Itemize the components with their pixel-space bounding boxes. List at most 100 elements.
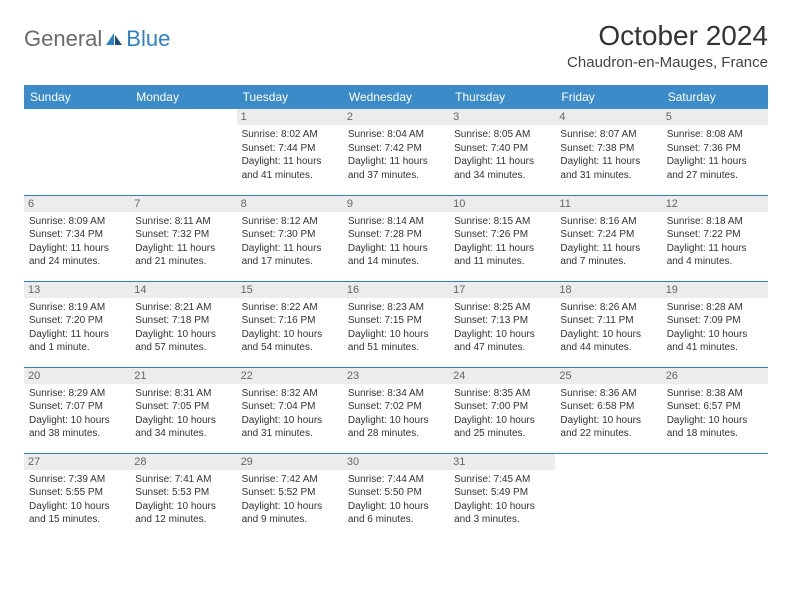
daylight-text: Daylight: 10 hours and 57 minutes. (135, 328, 231, 355)
day-number: 29 (237, 454, 343, 470)
sunset-text: Sunset: 5:50 PM (348, 486, 444, 500)
daylight-text: Daylight: 11 hours and 21 minutes. (135, 242, 231, 269)
sunrise-text: Sunrise: 8:08 AM (667, 128, 763, 142)
daylight-text: Daylight: 10 hours and 25 minutes. (454, 414, 550, 441)
sunset-text: Sunset: 7:30 PM (242, 228, 338, 242)
sunset-text: Sunset: 7:36 PM (667, 142, 763, 156)
calendar-day-cell: 3Sunrise: 8:05 AMSunset: 7:40 PMDaylight… (449, 109, 555, 195)
daylight-text: Daylight: 10 hours and 44 minutes. (560, 328, 656, 355)
daylight-text: Daylight: 10 hours and 28 minutes. (348, 414, 444, 441)
sunset-text: Sunset: 7:00 PM (454, 400, 550, 414)
daylight-text: Daylight: 11 hours and 14 minutes. (348, 242, 444, 269)
sunset-text: Sunset: 5:49 PM (454, 486, 550, 500)
calendar-body: 1 Sunrise: 8:02 AMSunset: 7:44 PMDaylight… (24, 109, 768, 539)
day-number: 16 (343, 282, 449, 298)
sunrise-text: Sunrise: 8:23 AM (348, 301, 444, 315)
calendar-day-cell: 14Sunrise: 8:21 AMSunset: 7:18 PMDayligh… (130, 281, 236, 367)
day-info: Sunrise: 8:35 AMSunset: 7:00 PMDaylight:… (454, 387, 550, 441)
day-number: 15 (237, 282, 343, 298)
day-number: 13 (24, 282, 130, 298)
day-number: 10 (449, 196, 555, 212)
brand-logo: General Blue (24, 20, 170, 52)
day-number: 5 (662, 109, 768, 125)
sunrise-text: Sunrise: 8:19 AM (29, 301, 125, 315)
calendar-day-cell: 7Sunrise: 8:11 AMSunset: 7:32 PMDaylight… (130, 195, 236, 281)
sunrise-text: Sunrise: 8:04 AM (348, 128, 444, 142)
sunset-text: Sunset: 7:28 PM (348, 228, 444, 242)
calendar-day-cell: 24 Sunrise: 8:35 AMSunset: 7:00 PMDayligh… (449, 367, 555, 453)
sunrise-text: Sunrise: 8:28 AM (667, 301, 763, 315)
calendar-day-cell: 26Sunrise: 8:38 AMSunset: 6:57 PMDayligh… (662, 367, 768, 453)
calendar-day-cell: 15Sunrise: 8:22 AMSunset: 7:16 PMDayligh… (237, 281, 343, 367)
daylight-text: Daylight: 10 hours and 6 minutes. (348, 500, 444, 527)
day-info: Sunrise: 8:19 AMSunset: 7:20 PMDaylight:… (29, 301, 125, 355)
calendar-empty-cell (555, 453, 661, 539)
day-info: Sunrise: 8:15 AMSunset: 7:26 PMDaylight:… (454, 215, 550, 269)
sunset-text: Sunset: 7:09 PM (667, 314, 763, 328)
day-number: 20 (24, 368, 130, 384)
day-number: 11 (555, 196, 661, 212)
calendar-day-cell: 22Sunrise: 8:32 AMSunset: 7:04 PMDayligh… (237, 367, 343, 453)
sunrise-text: Sunrise: 7:44 AM (348, 473, 444, 487)
weekday-header: Friday (555, 85, 661, 109)
day-number: 6 (24, 196, 130, 212)
sunset-text: Sunset: 7:07 PM (29, 400, 125, 414)
sunrise-text: Sunrise: 8:05 AM (454, 128, 550, 142)
sunset-text: Sunset: 7:22 PM (667, 228, 763, 242)
calendar-day-cell: 12Sunrise: 8:18 AMSunset: 7:22 PMDayligh… (662, 195, 768, 281)
sunrise-text: Sunrise: 8:34 AM (348, 387, 444, 401)
daylight-text: Daylight: 10 hours and 47 minutes. (454, 328, 550, 355)
day-info: Sunrise: 8:05 AMSunset: 7:40 PMDaylight:… (454, 128, 550, 182)
day-info: Sunrise: 7:45 AMSunset: 5:49 PMDaylight:… (454, 473, 550, 527)
day-number: 24 (449, 368, 555, 384)
sunrise-text: Sunrise: 8:18 AM (667, 215, 763, 229)
day-number: 17 (449, 282, 555, 298)
day-info: Sunrise: 8:31 AMSunset: 7:05 PMDaylight:… (135, 387, 231, 441)
sunset-text: Sunset: 5:55 PM (29, 486, 125, 500)
sunset-text: Sunset: 5:53 PM (135, 486, 231, 500)
day-info: Sunrise: 8:28 AMSunset: 7:09 PMDaylight:… (667, 301, 763, 355)
calendar-day-cell: 8Sunrise: 8:12 AMSunset: 7:30 PMDaylight… (237, 195, 343, 281)
daylight-text: Daylight: 10 hours and 9 minutes. (242, 500, 338, 527)
day-number: 18 (555, 282, 661, 298)
sunrise-text: Sunrise: 8:36 AM (560, 387, 656, 401)
sunrise-text: Sunrise: 8:12 AM (242, 215, 338, 229)
calendar-day-cell: 27Sunrise: 7:39 AMSunset: 5:55 PMDayligh… (24, 453, 130, 539)
sunrise-text: Sunrise: 8:25 AM (454, 301, 550, 315)
daylight-text: Daylight: 11 hours and 11 minutes. (454, 242, 550, 269)
day-info: Sunrise: 8:12 AMSunset: 7:30 PMDaylight:… (242, 215, 338, 269)
logo-text-blue: Blue (126, 26, 170, 52)
daylight-text: Daylight: 11 hours and 37 minutes. (348, 155, 444, 182)
calendar-empty-cell (24, 109, 130, 195)
calendar-table: SundayMondayTuesdayWednesdayThursdayFrid… (24, 85, 768, 539)
sunset-text: Sunset: 7:24 PM (560, 228, 656, 242)
day-info: Sunrise: 8:04 AMSunset: 7:42 PMDaylight:… (348, 128, 444, 182)
day-info: Sunrise: 8:02 AMSunset: 7:44 PMDaylight:… (242, 128, 338, 182)
calendar-day-cell: 19Sunrise: 8:28 AMSunset: 7:09 PMDayligh… (662, 281, 768, 367)
day-number: 1 (237, 109, 343, 125)
calendar-day-cell: 1 Sunrise: 8:02 AMSunset: 7:44 PMDaylight… (237, 109, 343, 195)
calendar-day-cell: 25Sunrise: 8:36 AMSunset: 6:58 PMDayligh… (555, 367, 661, 453)
sunrise-text: Sunrise: 7:45 AM (454, 473, 550, 487)
calendar-day-cell: 9Sunrise: 8:14 AMSunset: 7:28 PMDaylight… (343, 195, 449, 281)
daylight-text: Daylight: 11 hours and 41 minutes. (242, 155, 338, 182)
sunset-text: Sunset: 7:18 PM (135, 314, 231, 328)
daylight-text: Daylight: 10 hours and 15 minutes. (29, 500, 125, 527)
day-info: Sunrise: 7:39 AMSunset: 5:55 PMDaylight:… (29, 473, 125, 527)
sunrise-text: Sunrise: 8:11 AM (135, 215, 231, 229)
calendar-week-row: 20Sunrise: 8:29 AMSunset: 7:07 PMDayligh… (24, 367, 768, 453)
daylight-text: Daylight: 11 hours and 27 minutes. (667, 155, 763, 182)
day-info: Sunrise: 8:38 AMSunset: 6:57 PMDaylight:… (667, 387, 763, 441)
weekday-header: Tuesday (237, 85, 343, 109)
calendar-week-row: 1 Sunrise: 8:02 AMSunset: 7:44 PMDaylight… (24, 109, 768, 195)
sunset-text: Sunset: 7:04 PM (242, 400, 338, 414)
day-info: Sunrise: 8:23 AMSunset: 7:15 PMDaylight:… (348, 301, 444, 355)
calendar-empty-cell (130, 109, 236, 195)
day-number: 2 (343, 109, 449, 125)
day-info: Sunrise: 8:25 AMSunset: 7:13 PMDaylight:… (454, 301, 550, 355)
month-title: October 2024 (567, 20, 768, 52)
sunrise-text: Sunrise: 7:41 AM (135, 473, 231, 487)
daylight-text: Daylight: 11 hours and 34 minutes. (454, 155, 550, 182)
daylight-text: Daylight: 10 hours and 38 minutes. (29, 414, 125, 441)
sunrise-text: Sunrise: 8:31 AM (135, 387, 231, 401)
